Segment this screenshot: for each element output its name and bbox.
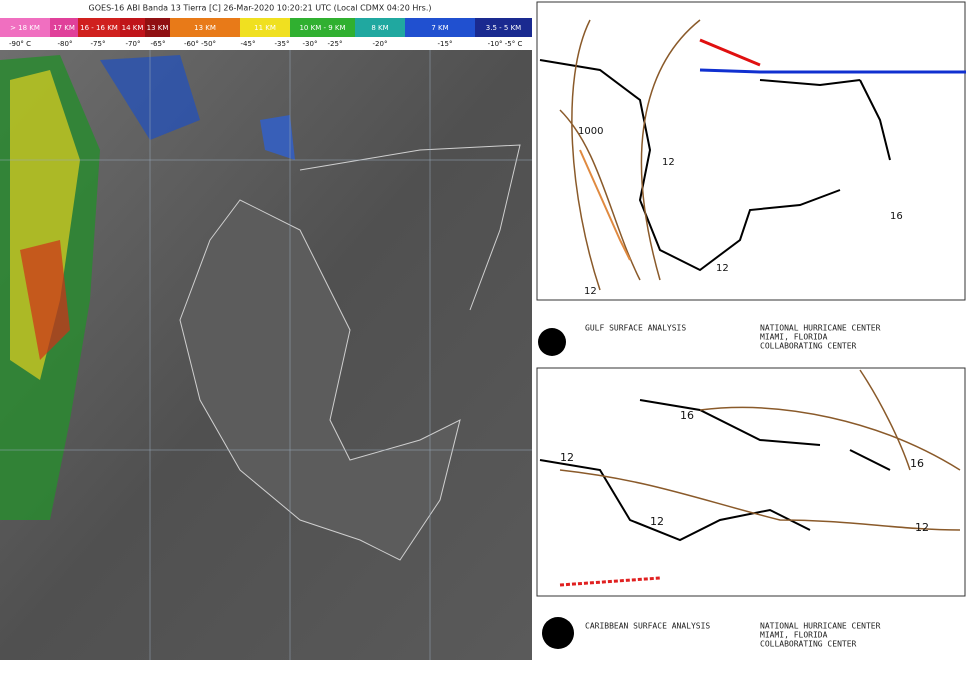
temperature-label: -15° — [438, 40, 453, 48]
cold-front — [699, 68, 966, 74]
band-label: 7 KM — [431, 24, 448, 32]
temperature-label: -45° — [241, 40, 256, 48]
temperature-label: -75° — [91, 40, 106, 48]
isobar-labels: 1000 12 12 12 16 — [578, 126, 903, 297]
band-label: > 18 KM — [10, 24, 40, 32]
isobar-label: 12 — [662, 157, 675, 168]
caribbean-map — [536, 367, 966, 597]
isobar-label: 12 — [915, 521, 929, 534]
colorbar-swatch — [0, 18, 50, 37]
colorbar-swatch — [355, 18, 405, 37]
caption-line: COLLABORATING CENTER — [760, 342, 857, 351]
caption-line: MIAMI, FLORIDA — [760, 631, 828, 640]
caption-line: CARIBBEAN SURFACE ANALYSIS — [585, 622, 710, 631]
colorbar: > 18 KM 17 KM 16 - 16 KM 14 KM 13 KM 13 KM 11 … — [0, 18, 532, 48]
band-label: 10 KM - 9 KM — [299, 24, 345, 32]
band-label: 13 KM — [147, 24, 169, 32]
temperature-label: -30° — [303, 40, 318, 48]
caption: CARIBBEAN SURFACE ANALYSIS NATIONAL HURRI… — [585, 622, 881, 649]
gulf-map — [536, 1, 966, 301]
front — [559, 576, 661, 587]
cloud-cell — [260, 115, 295, 160]
warm-front — [699, 38, 761, 67]
colorbar-swatch — [475, 18, 532, 37]
band-label: 8 KM — [371, 24, 388, 32]
temperature-label: -90° C — [9, 40, 31, 48]
isobar-labels: 12 12 16 16 12 — [560, 409, 929, 534]
colorbar-swatch — [145, 18, 170, 37]
band-label: 3.5 - 5 KM — [486, 24, 521, 32]
colorbar-swatch — [170, 18, 240, 37]
colorbar-swatch — [78, 18, 120, 37]
isobar-label: 16 — [680, 409, 694, 422]
coastline — [299, 144, 521, 311]
landmass — [179, 199, 461, 561]
band-label: 14 KM — [122, 24, 144, 32]
temperature-label: -65° — [151, 40, 166, 48]
coastline — [539, 399, 891, 542]
temperature-label: -25° — [328, 40, 343, 48]
isobar — [559, 369, 961, 531]
cloud-core — [20, 240, 70, 360]
trough — [579, 149, 631, 261]
band-label: 11 KM — [254, 24, 276, 32]
temperature-label: -70° — [126, 40, 141, 48]
temperature-label: -35° — [275, 40, 290, 48]
colorbar-swatch — [290, 18, 355, 37]
colorbar-swatch — [405, 18, 475, 37]
temperature-label: -60° -50° — [184, 40, 216, 48]
colorbar-swatch — [50, 18, 78, 37]
band-label: 13 KM — [194, 24, 216, 32]
temperature-label: -20° — [373, 40, 388, 48]
coastline — [539, 59, 891, 272]
band-label: 17 KM — [53, 24, 75, 32]
colorbar-swatch — [240, 18, 290, 37]
isobar-label: 16 — [910, 457, 924, 470]
caption-line: NATIONAL HURRICANE CENTER — [760, 622, 881, 631]
noaa-logo — [538, 328, 566, 356]
caption-line: MIAMI, FLORIDA — [760, 333, 828, 342]
isobar-label: 12 — [584, 286, 597, 297]
colorbar-swatch — [120, 18, 145, 37]
temperature-label: -10° -5° C — [488, 40, 523, 48]
caption-line: GULF SURFACE ANALYSIS — [585, 324, 686, 333]
temperature-label: -80° — [58, 40, 73, 48]
caption-line: COLLABORATING CENTER — [760, 640, 857, 649]
caption: GULF SURFACE ANALYSIS NATIONAL HURRICANE … — [585, 324, 881, 351]
noaa-logo — [542, 617, 574, 649]
isobar-label: 12 — [716, 263, 729, 274]
isobar-label: 12 — [650, 515, 664, 528]
isobar-label: 1000 — [578, 126, 603, 137]
isobar-label: 16 — [890, 211, 903, 222]
cloud-core — [10, 70, 80, 380]
caption-line: NATIONAL HURRICANE CENTER — [760, 324, 881, 333]
satellite-header: GOES-16 ABI Banda 13 Tierra [C] 26-Mar-2… — [89, 4, 432, 13]
isobar-label: 12 — [560, 451, 574, 464]
band-label: 16 - 16 KM — [80, 24, 118, 32]
